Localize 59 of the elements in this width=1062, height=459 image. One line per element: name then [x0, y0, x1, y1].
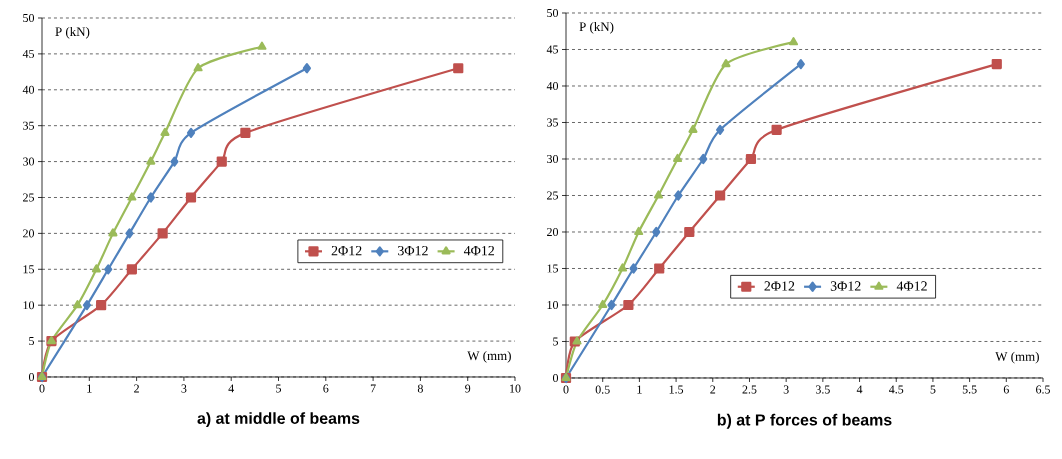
y-tick-label: 35 [547, 118, 559, 127]
x-tick-label: 4.5 [889, 385, 904, 394]
x-tick-label: 7 [370, 384, 376, 393]
y-tick-label: 5 [553, 337, 559, 346]
x-tick-label: 5 [276, 384, 282, 393]
legend-label: 2Φ12 [331, 245, 362, 256]
x-tick-label: 3 [181, 384, 187, 393]
x-tick-label: 2 [134, 384, 139, 393]
y-tick-label: 30 [547, 154, 559, 164]
y-axis-title: P (kN) [579, 21, 614, 34]
x-tick-label: 2 [710, 385, 716, 394]
x-tick-label: 2.5 [742, 385, 757, 394]
y-tick-label: 15 [547, 264, 559, 273]
x-tick-label: 4 [856, 385, 863, 394]
y-tick-label: 25 [547, 191, 559, 200]
y-tick-label: 5 [29, 337, 35, 346]
legend-label: 4Φ12 [463, 245, 495, 256]
x-tick-label: 5 [930, 385, 936, 394]
x-axis-title: W (mm) [995, 351, 1039, 364]
y-tick-label: 20 [547, 227, 559, 237]
y-tick-label: 40 [546, 81, 559, 91]
x-tick-label: 0.5 [595, 385, 610, 394]
x-axis-title: W (mm) [467, 350, 511, 363]
x-tick-label: 1 [637, 385, 642, 394]
y-tick-label: 10 [547, 300, 559, 310]
y-tick-label: 45 [22, 49, 35, 58]
x-tick-label: 1 [87, 384, 92, 393]
x-tick-label: 0 [39, 384, 45, 393]
y-axis-title: P (kN) [55, 26, 90, 39]
y-tick-label: 25 [23, 193, 35, 202]
x-tick-label: 10 [510, 384, 521, 393]
x-tick-label: 4 [228, 384, 235, 393]
legend-label: 2Φ12 [764, 281, 795, 291]
y-tick-label: 50 [547, 8, 559, 18]
x-tick-label: 9 [465, 384, 471, 393]
y-tick-label: 40 [22, 85, 35, 94]
y-tick-label: 50 [23, 13, 35, 23]
x-tick-label: 3 [783, 385, 789, 394]
x-tick-label: 1.5 [669, 385, 684, 394]
text: b) at P forces of beams [717, 413, 892, 429]
y-tick-label: 0 [28, 372, 35, 382]
x-tick-label: 5.5 [962, 385, 977, 394]
y-tick-label: 0 [552, 373, 559, 383]
y-tick-label: 15 [23, 265, 35, 274]
x-tick-label: 0 [563, 385, 569, 394]
y-tick-label: 10 [23, 301, 35, 310]
y-tick-label: 35 [23, 121, 35, 130]
y-tick-label: 30 [23, 157, 35, 166]
x-tick-label: 6 [323, 384, 329, 393]
x-tick-label: 6.5 [1036, 385, 1051, 394]
y-tick-label: 45 [546, 45, 559, 54]
x-tick-label: 6 [1003, 385, 1009, 394]
text: a) at middle of beams [197, 412, 360, 428]
y-tick-label: 20 [23, 229, 35, 238]
legend-label: 3Φ12 [830, 281, 861, 291]
legend-label: 3Φ12 [398, 245, 428, 256]
legend-label: 4Φ12 [896, 281, 927, 291]
x-tick-label: 8 [417, 384, 423, 393]
x-tick-label: 3.5 [815, 385, 830, 394]
